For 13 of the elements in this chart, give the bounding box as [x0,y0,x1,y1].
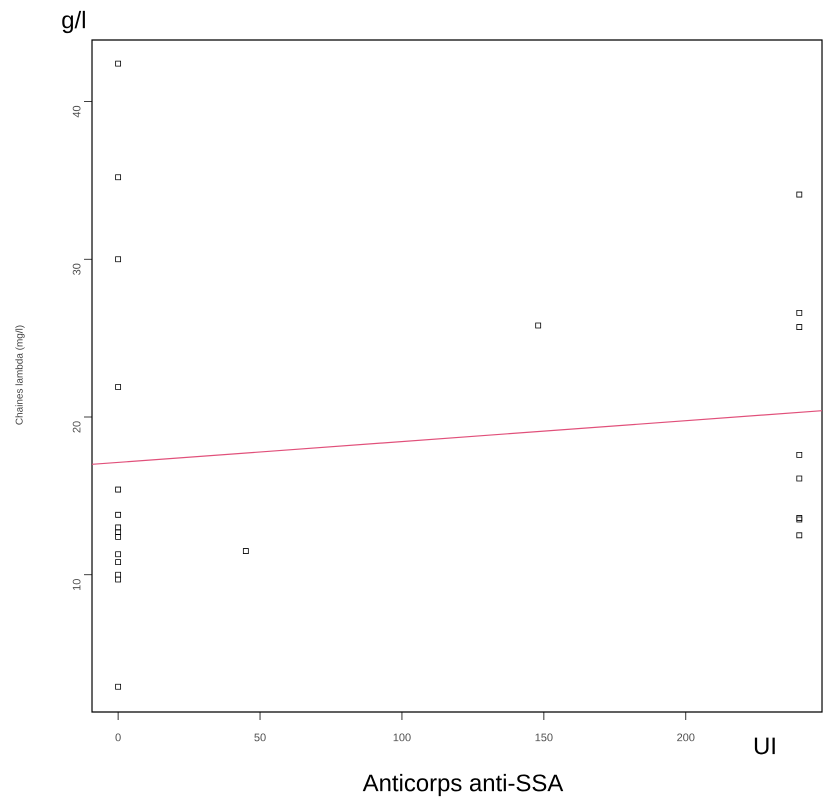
y-tick-label: 40 [72,106,80,118]
text: g/l [62,10,85,34]
y-axis-title: Chaines lambda (mg/l) [15,326,25,425]
x-axis-title: Anticorps anti-SSA [362,774,564,796]
x-tick-label: 50 [254,734,266,742]
y-tick-label: 30 [72,264,80,275]
y-tick-label: 20 [72,421,80,433]
x-tick-label: 100 [394,734,411,742]
x-tick-label: 0 [115,734,121,742]
text: UI [754,738,775,754]
x-tick-label: 150 [536,734,553,742]
x-tick-label: 200 [677,734,694,742]
y-tick-label: 10 [72,579,80,590]
